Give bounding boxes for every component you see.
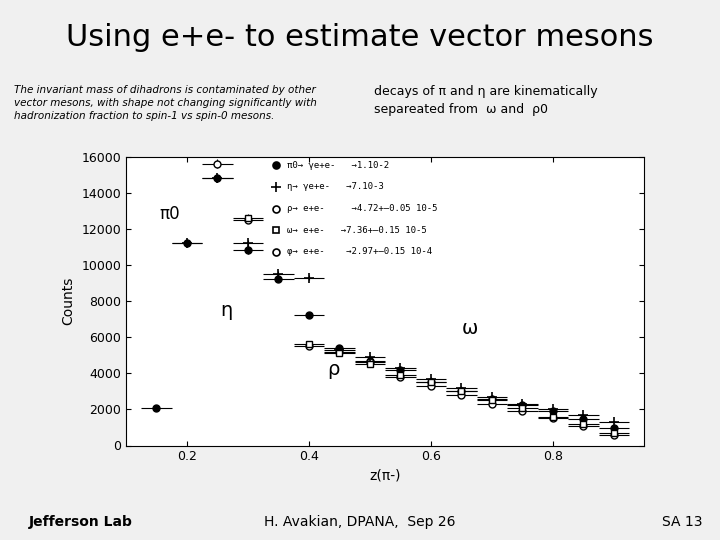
Text: π0: π0 — [160, 205, 180, 224]
Text: π0→ γe+e-   →1.10-2: π0→ γe+e- →1.10-2 — [287, 161, 389, 170]
Text: η: η — [220, 301, 233, 320]
Text: Using e+e- to estimate vector mesons: Using e+e- to estimate vector mesons — [66, 23, 654, 52]
Text: ω→ e+e-   →7.36+–0.15 10-5: ω→ e+e- →7.36+–0.15 10-5 — [287, 226, 426, 235]
Text: decays of π and η are kinematically
separeated from  ω and  ρ0: decays of π and η are kinematically sepa… — [374, 85, 598, 116]
Text: ρ→ e+e-     →4.72+–0.05 10-5: ρ→ e+e- →4.72+–0.05 10-5 — [287, 204, 437, 213]
Y-axis label: Counts: Counts — [62, 277, 76, 325]
Text: Jefferson Lab: Jefferson Lab — [29, 516, 132, 529]
Text: φ→ e+e-    →2.97+–0.15 10-4: φ→ e+e- →2.97+–0.15 10-4 — [287, 247, 432, 256]
Text: η→ γe+e-   →7.10-3: η→ γe+e- →7.10-3 — [287, 183, 384, 192]
Text: ω: ω — [462, 319, 478, 338]
X-axis label: z(π-): z(π-) — [369, 469, 401, 483]
Text: SA 13: SA 13 — [662, 516, 703, 529]
Text: The invariant mass of dihadrons is contaminated by other
vector mesons, with sha: The invariant mass of dihadrons is conta… — [14, 85, 318, 121]
Text: H. Avakian, DPANA,  Sep 26: H. Avakian, DPANA, Sep 26 — [264, 516, 456, 529]
Text: ρ: ρ — [328, 360, 340, 379]
